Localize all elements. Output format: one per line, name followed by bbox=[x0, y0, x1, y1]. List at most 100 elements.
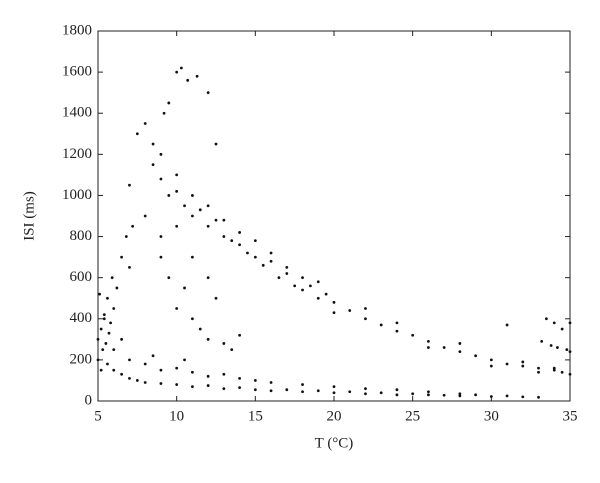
point bbox=[198, 208, 202, 212]
point bbox=[521, 395, 525, 399]
y-tick-label: 800 bbox=[70, 228, 93, 244]
point bbox=[238, 231, 242, 234]
point bbox=[115, 286, 119, 290]
point bbox=[379, 391, 383, 395]
point bbox=[253, 388, 257, 392]
point bbox=[505, 362, 509, 366]
point bbox=[427, 390, 430, 394]
point bbox=[549, 344, 553, 347]
point bbox=[159, 368, 163, 372]
point bbox=[552, 321, 556, 325]
y-tick-label: 600 bbox=[70, 269, 93, 285]
point bbox=[238, 333, 242, 337]
point bbox=[285, 265, 289, 269]
point bbox=[214, 296, 218, 300]
point bbox=[175, 189, 179, 193]
point bbox=[442, 346, 446, 349]
point bbox=[379, 323, 383, 327]
point bbox=[98, 292, 101, 296]
point bbox=[183, 286, 186, 290]
point bbox=[206, 374, 210, 378]
point bbox=[301, 276, 304, 280]
point bbox=[135, 379, 139, 382]
y-tick-label: 1400 bbox=[62, 105, 92, 121]
point bbox=[120, 372, 123, 376]
point bbox=[253, 255, 257, 259]
point bbox=[230, 239, 234, 243]
y-tick-label: 400 bbox=[70, 310, 93, 326]
point bbox=[316, 280, 320, 284]
point bbox=[521, 360, 525, 364]
point bbox=[198, 327, 202, 331]
point bbox=[540, 339, 544, 343]
point bbox=[214, 218, 218, 222]
point bbox=[489, 358, 493, 362]
point bbox=[206, 276, 210, 280]
point bbox=[537, 366, 540, 370]
point bbox=[175, 383, 179, 386]
y-tick-label: 1200 bbox=[62, 146, 92, 162]
point bbox=[348, 309, 352, 312]
point bbox=[458, 350, 462, 354]
point bbox=[167, 101, 171, 105]
point bbox=[277, 276, 281, 280]
point bbox=[560, 370, 564, 374]
point bbox=[191, 385, 194, 389]
point bbox=[269, 381, 273, 384]
y-tick-label: 1800 bbox=[62, 22, 92, 38]
point bbox=[301, 288, 304, 292]
point bbox=[191, 214, 194, 218]
point bbox=[458, 392, 462, 396]
point bbox=[106, 296, 109, 300]
point bbox=[159, 177, 163, 181]
point bbox=[128, 358, 131, 362]
point bbox=[269, 251, 273, 255]
point bbox=[293, 284, 297, 288]
point bbox=[110, 276, 114, 280]
point bbox=[206, 91, 210, 95]
point bbox=[395, 388, 399, 392]
point bbox=[427, 339, 430, 343]
point bbox=[101, 348, 105, 352]
point bbox=[167, 276, 171, 280]
point bbox=[191, 255, 194, 259]
point bbox=[175, 224, 179, 228]
y-axis-label: ISI (ms) bbox=[21, 191, 37, 241]
point bbox=[206, 224, 210, 228]
point bbox=[159, 152, 163, 156]
point bbox=[395, 329, 399, 333]
plot-frame bbox=[97, 30, 571, 402]
x-axis-label: T (°C) bbox=[315, 435, 354, 451]
point bbox=[505, 323, 509, 327]
point bbox=[151, 163, 155, 167]
point bbox=[175, 70, 179, 74]
point bbox=[143, 362, 147, 366]
point bbox=[151, 354, 155, 358]
point bbox=[96, 337, 100, 341]
point bbox=[162, 111, 166, 115]
point bbox=[364, 307, 367, 310]
point bbox=[458, 394, 462, 398]
point bbox=[124, 235, 128, 238]
point bbox=[316, 296, 320, 300]
point bbox=[112, 307, 116, 310]
point bbox=[128, 183, 131, 187]
point bbox=[556, 346, 559, 349]
point bbox=[222, 218, 226, 222]
point bbox=[364, 392, 367, 396]
point bbox=[159, 382, 163, 385]
point bbox=[106, 362, 109, 366]
point bbox=[206, 337, 210, 341]
point bbox=[253, 239, 257, 243]
point bbox=[222, 235, 226, 238]
point bbox=[474, 354, 477, 358]
point bbox=[364, 317, 367, 321]
point bbox=[222, 372, 226, 376]
y-tick-label: 1000 bbox=[62, 187, 92, 203]
point bbox=[128, 376, 131, 380]
point bbox=[191, 317, 194, 321]
point bbox=[102, 313, 106, 317]
point bbox=[568, 372, 572, 376]
x-tick-label: 20 bbox=[327, 408, 342, 424]
